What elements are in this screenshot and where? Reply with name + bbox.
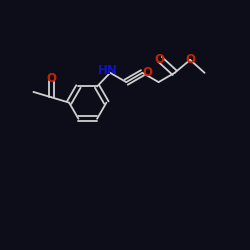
- Text: O: O: [155, 52, 165, 66]
- Text: HN: HN: [98, 64, 117, 77]
- Text: O: O: [142, 66, 152, 79]
- Text: O: O: [185, 53, 195, 66]
- Text: O: O: [46, 72, 56, 86]
